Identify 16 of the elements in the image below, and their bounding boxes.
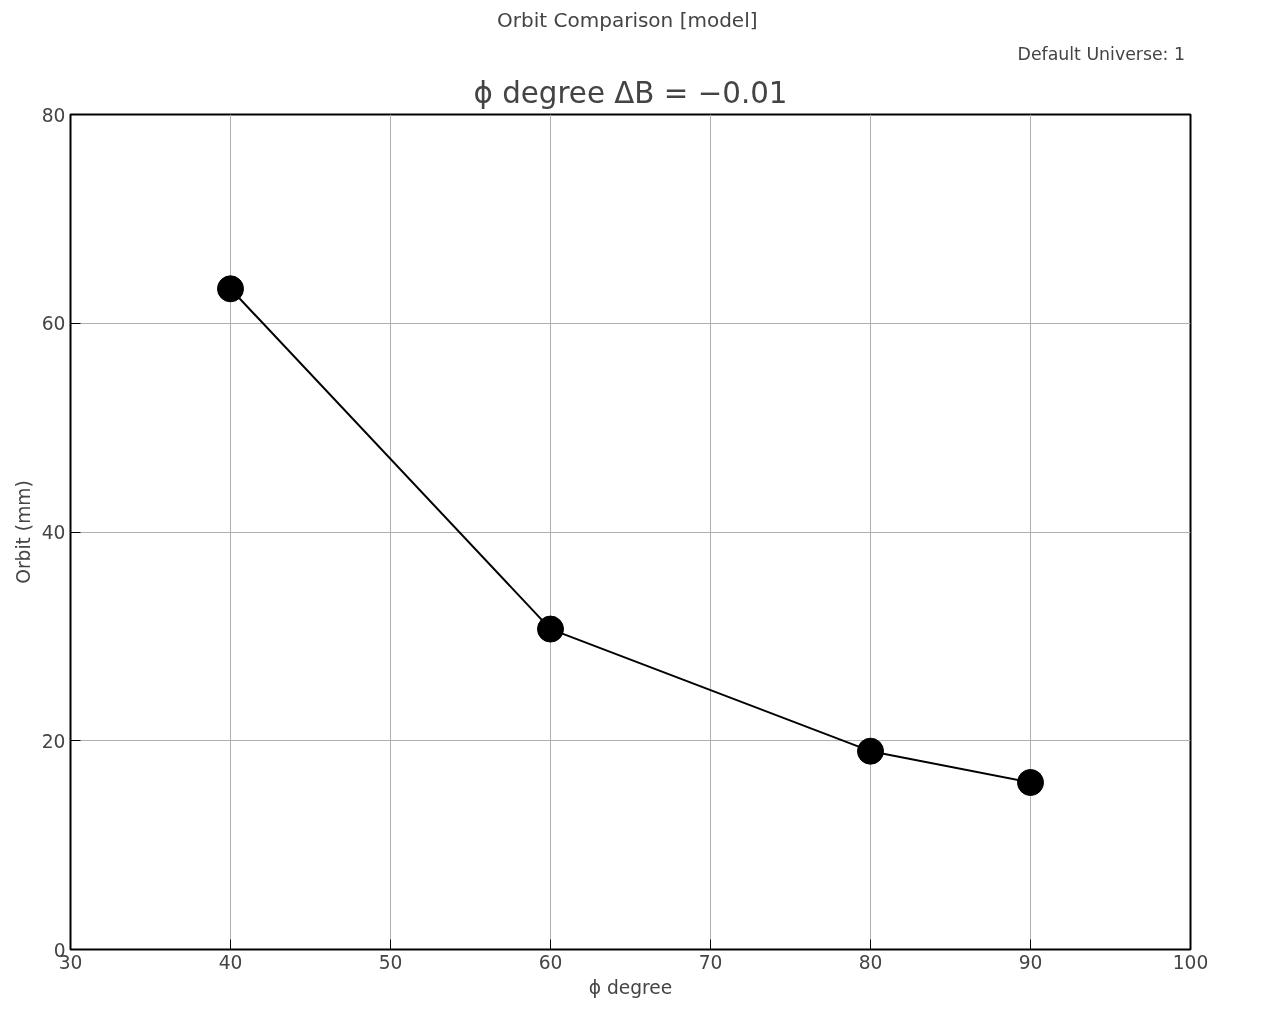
x-tick-label: 60 — [538, 951, 563, 973]
chart-subtitle: Orbit Comparison [model] — [497, 7, 758, 32]
x-tick-label: 90 — [1018, 951, 1043, 973]
y-tick-label: 80 — [41, 104, 66, 126]
y-axis-title: Orbit (mm) — [12, 480, 34, 584]
x-tick-label: 50 — [378, 951, 403, 973]
y-tick-label: 60 — [41, 313, 66, 335]
text: Default Universe: 1 — [1017, 43, 1185, 64]
y-tick-label: 40 — [41, 522, 66, 543]
x-tick-label: 100 — [1172, 951, 1209, 973]
x-tick-label: 80 — [858, 951, 883, 973]
x-axis-title: ϕ degree — [588, 976, 673, 998]
chart-title: ϕ degree ΔB = −0.01 — [473, 75, 788, 110]
y-tick-label: 20 — [41, 730, 66, 752]
x-tick-label: 70 — [698, 951, 723, 973]
x-tick-label: 40 — [218, 951, 243, 973]
